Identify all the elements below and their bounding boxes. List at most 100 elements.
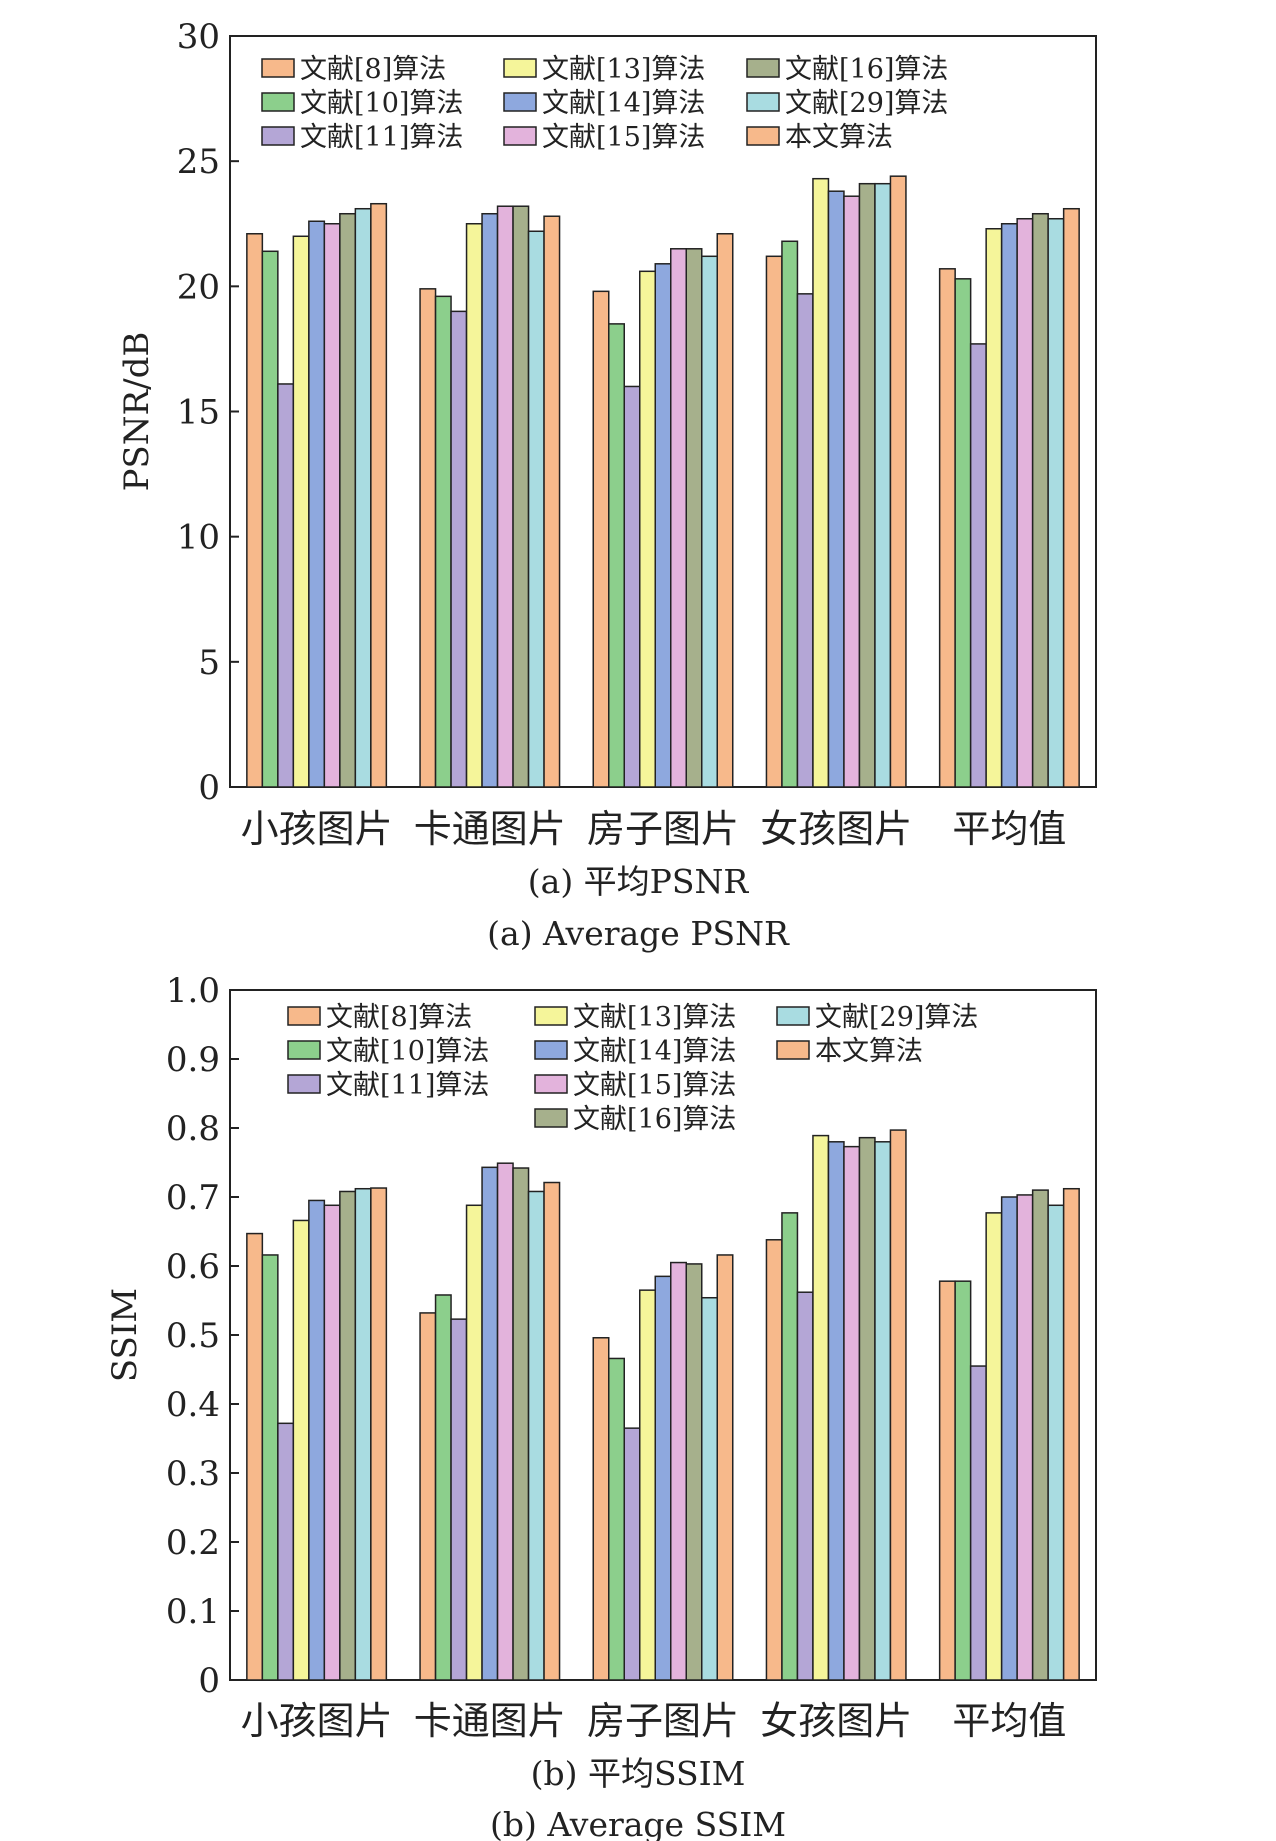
bar <box>592 1337 610 1681</box>
bar <box>938 1280 956 1681</box>
chart-title: (b) 平均SSIM <box>531 1754 746 1793</box>
y-tick-label: 20 <box>177 267 220 307</box>
bar <box>481 1166 499 1681</box>
y-tick-label: 25 <box>177 142 220 182</box>
bar <box>685 1263 703 1681</box>
bar <box>339 212 357 788</box>
chart-title: (a) 平均PSNR <box>528 862 750 901</box>
y-tick-label: 0.6 <box>166 1247 220 1287</box>
bar <box>765 255 783 788</box>
category-label: 女孩图片 <box>760 807 912 851</box>
bar <box>246 1232 264 1681</box>
bar <box>812 177 830 788</box>
legend-swatch <box>261 126 295 146</box>
y-tick-label: 0 <box>198 1661 220 1701</box>
legend-label: 文献[10]算法 <box>300 88 463 119</box>
bar <box>308 220 326 788</box>
bar <box>954 1280 972 1681</box>
y-tick-label: 0.1 <box>166 1592 220 1632</box>
category-label: 平均值 <box>952 1699 1066 1743</box>
category-label: 房子图片 <box>587 807 739 851</box>
bar <box>465 223 483 788</box>
bar <box>465 1204 483 1681</box>
bar <box>512 1167 530 1681</box>
y-tick-label: 0.5 <box>166 1316 220 1356</box>
bar <box>670 248 687 788</box>
legend-label: 文献[8]算法 <box>300 54 446 85</box>
bar <box>623 385 641 788</box>
bar <box>1016 1194 1034 1681</box>
y-axis-label: SSIM <box>105 1288 145 1382</box>
category-label: 女孩图片 <box>760 1699 912 1743</box>
bar <box>261 1254 279 1681</box>
bar <box>874 182 892 788</box>
legend-label: 文献[29]算法 <box>815 1002 978 1033</box>
bar <box>261 250 279 788</box>
bar <box>481 212 499 788</box>
bar <box>889 1129 907 1681</box>
bar <box>450 310 468 788</box>
category-label: 房子图片 <box>587 1699 739 1743</box>
bar <box>419 288 437 788</box>
bar <box>308 1199 326 1681</box>
y-tick-label: 0.9 <box>166 1040 220 1080</box>
category-label: 平均值 <box>952 807 1066 851</box>
bar <box>701 255 718 788</box>
bar <box>812 1134 830 1681</box>
y-tick-label: 0.8 <box>166 1109 220 1149</box>
bar <box>527 230 545 788</box>
bar <box>639 270 656 788</box>
bar <box>858 182 876 788</box>
bar <box>1062 207 1080 788</box>
legend-label: 文献[16]算法 <box>785 54 948 85</box>
chart-title-en: (b) Average SSIM <box>490 1805 786 1841</box>
bar <box>1047 1204 1065 1681</box>
legend-swatch <box>746 92 780 112</box>
legend-swatch <box>746 126 780 146</box>
bar <box>292 235 310 788</box>
bar <box>843 195 861 788</box>
bar <box>765 1239 783 1681</box>
bar <box>654 1275 672 1681</box>
bar <box>670 1261 687 1681</box>
bar <box>354 1187 372 1681</box>
legend-swatch <box>746 58 780 78</box>
bar <box>1031 1189 1049 1681</box>
legend-label: 文献[29]算法 <box>785 88 948 119</box>
bar <box>419 1312 437 1681</box>
y-tick-label: 15 <box>177 393 220 433</box>
bar <box>654 263 672 788</box>
bar <box>450 1318 468 1681</box>
category-label: 卡通图片 <box>414 1699 566 1743</box>
legend-swatch <box>534 1074 568 1094</box>
y-tick-label: 1.0 <box>166 971 220 1011</box>
bar <box>434 295 452 788</box>
legend-label: 文献[8]算法 <box>326 1002 472 1033</box>
legend-label: 文献[16]算法 <box>573 1104 736 1135</box>
bar <box>781 240 799 788</box>
bar <box>827 1141 845 1681</box>
bar <box>323 223 341 788</box>
y-tick-label: 0 <box>198 768 220 808</box>
legend-swatch <box>776 1006 810 1026</box>
bar <box>592 290 610 788</box>
bar <box>701 1296 718 1681</box>
bar <box>370 1187 388 1681</box>
bar <box>512 205 530 788</box>
y-tick-label: 0.3 <box>166 1454 220 1494</box>
legend-label: 文献[15]算法 <box>542 122 705 153</box>
category-label: 小孩图片 <box>241 1699 393 1743</box>
bar <box>843 1145 861 1681</box>
bar <box>277 383 295 788</box>
bar <box>639 1289 656 1681</box>
legend-swatch <box>287 1074 321 1094</box>
bar <box>938 268 956 788</box>
bar <box>827 190 845 788</box>
legend-label: 文献[13]算法 <box>573 1002 736 1033</box>
legend-label: 文献[10]算法 <box>326 1036 489 1067</box>
bar <box>1000 1196 1018 1681</box>
legend-swatch <box>776 1040 810 1060</box>
bar <box>685 248 703 788</box>
legend-label: 本文算法 <box>815 1036 923 1067</box>
bar <box>496 205 514 788</box>
